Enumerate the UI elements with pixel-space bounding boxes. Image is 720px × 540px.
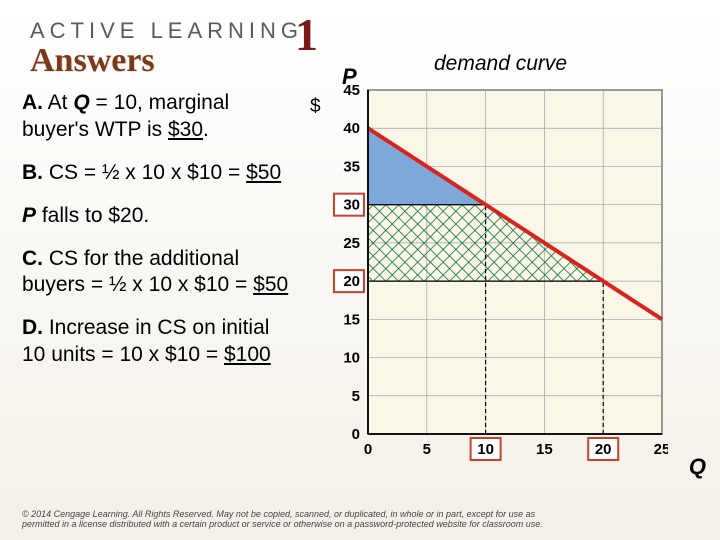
answer-c: C. CS for the additional buyers = ½ x 10… [22, 246, 292, 300]
svg-text:30: 30 [343, 197, 360, 214]
answer-a-letter: A. [22, 91, 43, 114]
svg-text:25: 25 [343, 235, 360, 252]
answers-list: A. At Q = 10, marginal buyer's WTP is $3… [22, 90, 292, 385]
svg-text:25: 25 [654, 441, 668, 458]
answer-b: B. CS = ½ x 10 x $10 = $50 [22, 160, 292, 187]
answer-d: D. Increase in CS on initial 10 units = … [22, 315, 292, 369]
demand-chart: 0 5 10 15 20 25 30 35 40 45 0 5 10 15 20 25 [328, 84, 668, 464]
answer-b-letter: B. [22, 161, 43, 184]
svg-text:5: 5 [423, 441, 431, 458]
slide-number: 1 [295, 8, 318, 61]
svg-text:0: 0 [364, 441, 372, 458]
svg-text:5: 5 [352, 388, 360, 405]
svg-text:45: 45 [343, 84, 360, 99]
svg-text:20: 20 [343, 273, 360, 290]
dollar-sign: $ [310, 96, 321, 118]
svg-text:40: 40 [343, 120, 360, 137]
svg-text:10: 10 [477, 441, 494, 458]
svg-text:15: 15 [536, 441, 553, 458]
axis-q-label: Q [689, 454, 706, 480]
svg-text:10: 10 [343, 350, 360, 367]
demand-label: demand curve [434, 52, 567, 76]
answer-c-letter: C. [22, 247, 43, 270]
svg-text:0: 0 [352, 426, 360, 443]
svg-text:35: 35 [343, 158, 360, 175]
svg-text:15: 15 [343, 311, 360, 328]
answer-a: A. At Q = 10, marginal buyer's WTP is $3… [22, 90, 292, 144]
answer-d-letter: D. [22, 316, 43, 339]
svg-text:20: 20 [595, 441, 612, 458]
kicker: ACTIVE LEARNING [30, 18, 720, 44]
chart-container: demand curve P $ Q 051015202530354045051… [304, 56, 704, 496]
p-falls: P falls to $20. [22, 203, 292, 230]
copyright-text: © 2014 Cengage Learning. All Rights Rese… [22, 510, 562, 530]
